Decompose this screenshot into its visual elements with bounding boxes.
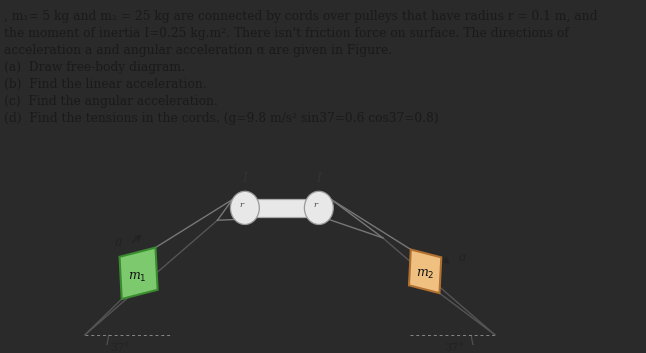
Text: I: I <box>242 173 247 185</box>
Text: (a)  Draw free-body diagram.: (a) Draw free-body diagram. <box>5 61 185 74</box>
Text: (b)  Find the linear acceleration.: (b) Find the linear acceleration. <box>5 78 207 91</box>
Text: r: r <box>313 201 317 209</box>
Text: 37°: 37° <box>110 343 130 353</box>
Text: (c)  Find the angular acceleration.: (c) Find the angular acceleration. <box>5 95 218 108</box>
Text: m$_1$: m$_1$ <box>127 271 146 284</box>
Polygon shape <box>245 199 319 217</box>
Circle shape <box>304 191 333 225</box>
Text: a: a <box>114 236 121 249</box>
Polygon shape <box>409 250 441 293</box>
Text: r: r <box>240 201 244 209</box>
Text: (d)  Find the tensions in the cords. (g=9.8 m/s² sin37=0.6 cos37=0.8): (d) Find the tensions in the cords. (g=9… <box>5 112 439 125</box>
Text: a: a <box>458 251 466 264</box>
Text: , m₁= 5 kg and m₂ = 25 kg are connected by cords over pulleys that have radius r: , m₁= 5 kg and m₂ = 25 kg are connected … <box>5 10 598 23</box>
Text: the moment of inertia I=0.25 kg.m². There isn't friction force on surface. The d: the moment of inertia I=0.25 kg.m². Ther… <box>5 27 569 40</box>
Text: m$_2$: m$_2$ <box>416 268 434 281</box>
Text: acceleration a and angular acceleration α are given in Figure.: acceleration a and angular acceleration … <box>5 44 392 57</box>
Polygon shape <box>120 247 158 299</box>
Text: I: I <box>317 173 321 185</box>
Text: 37°: 37° <box>444 343 463 353</box>
Circle shape <box>231 191 259 225</box>
